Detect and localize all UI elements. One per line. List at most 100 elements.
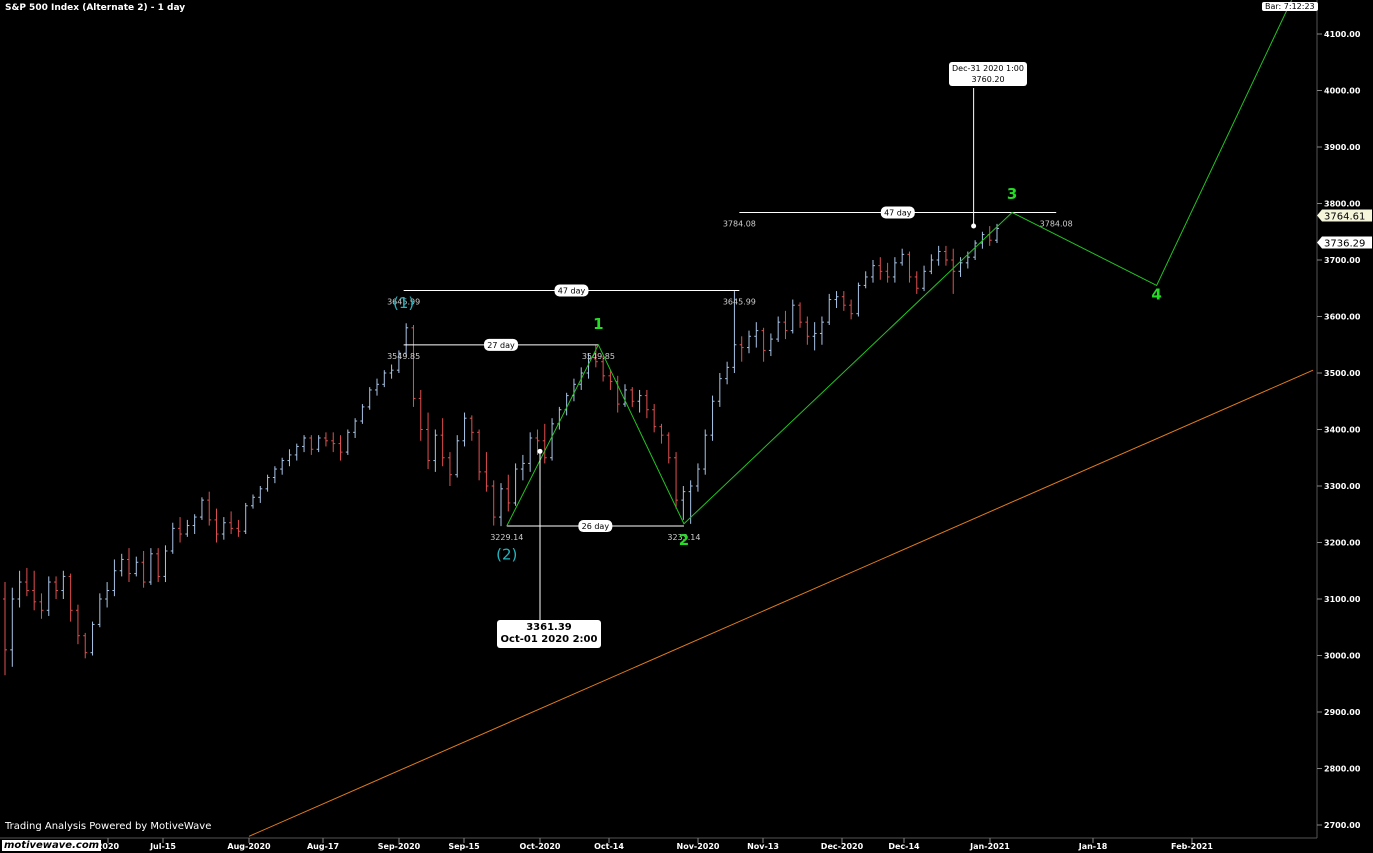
ohlc-bar bbox=[32, 570, 37, 611]
ohlc-bar bbox=[396, 350, 401, 373]
time-measure-label: 47 day bbox=[884, 208, 912, 217]
y-tick-label: 3400.00 bbox=[1324, 426, 1361, 435]
ohlc-bar bbox=[878, 257, 883, 280]
y-tick-label: 2800.00 bbox=[1324, 765, 1361, 774]
ohlc-bar bbox=[141, 550, 146, 588]
ohlc-bar bbox=[207, 491, 212, 526]
ohlc-bar bbox=[681, 486, 686, 520]
ohlc-bar bbox=[404, 323, 409, 357]
ohlc-bar bbox=[214, 508, 219, 543]
callout-bottom-price: 3361.39 bbox=[526, 622, 572, 633]
ohlc-bar bbox=[75, 604, 80, 645]
measure-left-value: 3229.14 bbox=[490, 533, 523, 542]
ohlc-bar bbox=[462, 412, 467, 447]
x-tick-label: Oct-2020 bbox=[520, 842, 561, 851]
y-tick-label: 3900.00 bbox=[1324, 143, 1361, 152]
x-tick-label: Sep-2020 bbox=[378, 842, 421, 851]
wave-label-2: 2 bbox=[679, 531, 689, 549]
ohlc-bar bbox=[3, 582, 7, 676]
ohlc-bar bbox=[951, 248, 956, 294]
ohlc-bar bbox=[688, 480, 693, 524]
ohlc-bar bbox=[841, 291, 846, 311]
ohlc-bar bbox=[148, 548, 153, 585]
ohlc-bar bbox=[243, 502, 248, 535]
ohlc-bar bbox=[499, 483, 503, 527]
ohlc-bar bbox=[652, 404, 657, 433]
time-measure-pill bbox=[578, 520, 613, 533]
ohlc-bar bbox=[761, 327, 766, 362]
measure-left-value: 3645.99 bbox=[387, 298, 420, 307]
ohlc-bar bbox=[871, 260, 875, 283]
ohlc-bar bbox=[958, 257, 963, 277]
ohlc-bar bbox=[528, 432, 533, 472]
callout-top-price: 3760.20 bbox=[971, 75, 1005, 84]
ohlc-bar bbox=[440, 418, 445, 467]
ohlc-bar bbox=[914, 271, 919, 294]
ohlc-bar bbox=[265, 474, 270, 492]
ohlc-bar bbox=[987, 226, 992, 246]
ohlc-bar bbox=[156, 548, 161, 583]
x-tick-label: Oct-14 bbox=[594, 842, 624, 851]
x-tick-label: Jan-18 bbox=[1078, 842, 1108, 851]
x-tick-label: Jul-15 bbox=[149, 842, 176, 851]
ohlc-bar bbox=[484, 452, 489, 492]
ohlc-bar bbox=[302, 435, 307, 453]
ohlc-bar bbox=[805, 316, 810, 345]
ohlc-bar bbox=[885, 262, 890, 283]
ohlc-bar bbox=[97, 593, 102, 628]
ohlc-bar bbox=[119, 553, 124, 577]
time-measure-label: 27 day bbox=[487, 341, 515, 350]
x-tick-label: Feb-2021 bbox=[1171, 842, 1213, 851]
ohlc-bar bbox=[236, 519, 241, 537]
ohlc-bar bbox=[834, 291, 839, 309]
ohlc-bar bbox=[170, 522, 175, 554]
ohlc-bar bbox=[520, 454, 525, 481]
measure-left-value: 3784.08 bbox=[723, 219, 756, 228]
measure-left-value: 3549.85 bbox=[387, 352, 420, 361]
y-tick-label: 3700.00 bbox=[1324, 256, 1361, 265]
ohlc-bar bbox=[477, 429, 482, 481]
x-tick-label: Sep-15 bbox=[448, 842, 480, 851]
ohlc-bar bbox=[83, 632, 88, 659]
ohlc-bar bbox=[849, 299, 854, 320]
ohlc-bar bbox=[936, 245, 941, 266]
y-tick-label: 3200.00 bbox=[1324, 539, 1361, 548]
ohlc-bar bbox=[163, 545, 168, 583]
ohlc-bar bbox=[798, 302, 803, 328]
ohlc-bar bbox=[229, 511, 234, 535]
ohlc-bar bbox=[134, 556, 139, 577]
ohlc-bar bbox=[375, 378, 379, 396]
ohlc-bar bbox=[513, 463, 518, 506]
ohlc-bar bbox=[389, 364, 394, 379]
ohlc-bar bbox=[39, 593, 44, 619]
ohlc-bar bbox=[331, 432, 336, 453]
ohlc-bar bbox=[17, 570, 22, 608]
price-marker-bottom bbox=[537, 448, 543, 454]
wave-label-3: 3 bbox=[1007, 185, 1017, 203]
ohlc-bar bbox=[24, 567, 29, 597]
ohlc-bar bbox=[754, 322, 759, 348]
y-tick-label: 2900.00 bbox=[1324, 708, 1361, 717]
x-tick-label: Dec-14 bbox=[888, 842, 920, 851]
powered-by-label: Trading Analysis Powered by MotiveWave bbox=[5, 821, 212, 832]
y-tick-label: 3600.00 bbox=[1324, 313, 1361, 322]
time-measure-pill bbox=[484, 338, 519, 351]
ohlc-bar bbox=[943, 245, 948, 266]
ohlc-bar bbox=[294, 443, 299, 461]
ohlc-bar bbox=[127, 548, 131, 583]
ohlc-bar bbox=[411, 324, 416, 407]
ohlc-bar bbox=[739, 336, 744, 362]
ohlc-bar bbox=[506, 474, 511, 512]
ohlc-bar bbox=[272, 466, 277, 484]
chart-title: S&P 500 Index (Alternate 2) - 1 day bbox=[5, 3, 186, 13]
ohlc-bar bbox=[812, 322, 817, 351]
bar-clock: Bar: 7:12:23 bbox=[1262, 2, 1318, 11]
ohlc-bar bbox=[637, 389, 642, 413]
time-measure-pill bbox=[554, 284, 589, 297]
price-tag-label: 3764.61 bbox=[1324, 211, 1365, 222]
ohlc-bar bbox=[345, 429, 350, 455]
ohlc-bar bbox=[973, 240, 978, 260]
ohlc-bar bbox=[221, 517, 226, 540]
ohlc-bar bbox=[608, 370, 613, 390]
